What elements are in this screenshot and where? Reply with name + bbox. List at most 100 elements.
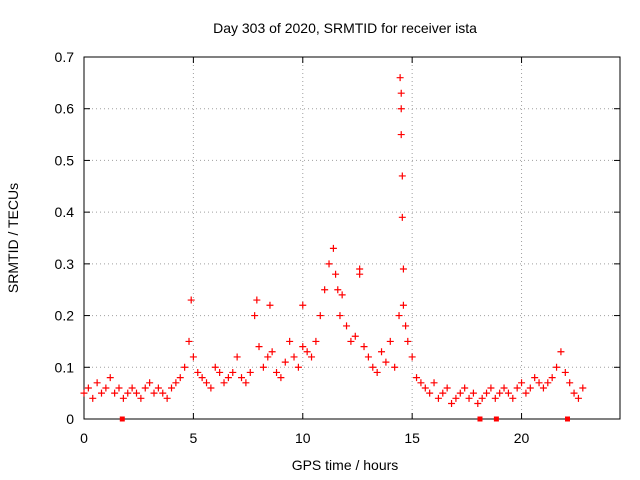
data-point [238,374,246,382]
data-point [255,343,263,351]
data-point [413,374,421,382]
data-point [404,337,412,345]
y-tick-label: 0.2 [55,308,75,324]
data-point [102,384,110,392]
data-point [154,384,162,392]
data-point [159,389,167,397]
x-tick-label: 20 [514,430,530,446]
data-point [273,368,281,376]
data-point [128,384,136,392]
x-axis-ticks: 0 5 10 15 20 [80,57,530,446]
zero-marker-point [119,416,125,422]
data-point [124,389,132,397]
data-point [93,379,101,387]
data-point [325,260,333,268]
x-tick-label: 15 [404,430,420,446]
y-tick-label: 0.7 [55,49,75,65]
grid-lines [84,57,620,419]
data-point [566,379,574,387]
data-point [207,384,215,392]
data-point [259,363,267,371]
data-point [137,394,145,402]
data-point [268,348,276,356]
data-point [398,172,406,180]
data-point [119,394,127,402]
data-point [570,389,578,397]
data-point [491,394,499,402]
data-point [211,363,219,371]
data-point [332,270,340,278]
data-point [251,312,259,320]
data-point [336,312,344,320]
data-point [448,399,456,407]
data-point [443,384,451,392]
data-point [465,394,473,402]
data-point [242,379,250,387]
data-point [426,389,434,397]
data-point [487,384,495,392]
data-point [303,348,311,356]
data-point [338,291,346,299]
data-point [246,368,254,376]
data-point [316,312,324,320]
data-point [417,379,425,387]
data-point [294,363,302,371]
chart-title: Day 303 of 2020, SRMTID for receiver ist… [213,20,477,36]
data-point [531,374,539,382]
data-point [461,384,469,392]
data-point [360,343,368,351]
data-points [80,74,587,422]
data-point [483,389,491,397]
data-point [141,384,149,392]
data-point [106,374,114,382]
data-point [561,368,569,376]
data-point [378,348,386,356]
data-point [308,353,316,361]
data-point [351,332,359,340]
data-point [373,368,381,376]
data-point [369,363,377,371]
y-tick-label: 0.3 [55,256,75,272]
zero-marker-point [493,416,499,422]
data-point [557,348,565,356]
data-point [356,265,364,273]
data-point [397,105,405,113]
data-point [469,389,477,397]
data-point [509,394,517,402]
data-point [544,379,552,387]
zero-marker-point [477,416,483,422]
x-tick-label: 5 [189,430,197,446]
data-point [264,353,272,361]
data-point [189,353,197,361]
data-point [496,389,504,397]
data-point [334,286,342,294]
data-point [535,379,543,387]
data-point [382,358,390,366]
data-point [185,337,193,345]
data-point [386,337,394,345]
data-point [548,374,556,382]
y-tick-label: 0.6 [55,101,75,117]
x-tick-label: 0 [80,430,88,446]
data-point [364,353,372,361]
data-point [216,368,224,376]
data-point [518,379,526,387]
data-point [347,337,355,345]
data-point [478,394,486,402]
plot-area-frame [83,56,621,420]
data-point [168,384,176,392]
data-point [89,394,97,402]
data-point [181,363,189,371]
y-tick-label: 0.5 [55,152,75,168]
data-point [456,389,464,397]
zero-marker-point [564,416,570,422]
y-axis-label: SRMTID / TECUs [5,183,21,293]
data-point [430,379,438,387]
data-point [398,213,406,221]
data-point [397,131,405,139]
data-point [111,389,119,397]
data-point [224,374,232,382]
data-point [80,389,88,397]
data-point [500,384,508,392]
